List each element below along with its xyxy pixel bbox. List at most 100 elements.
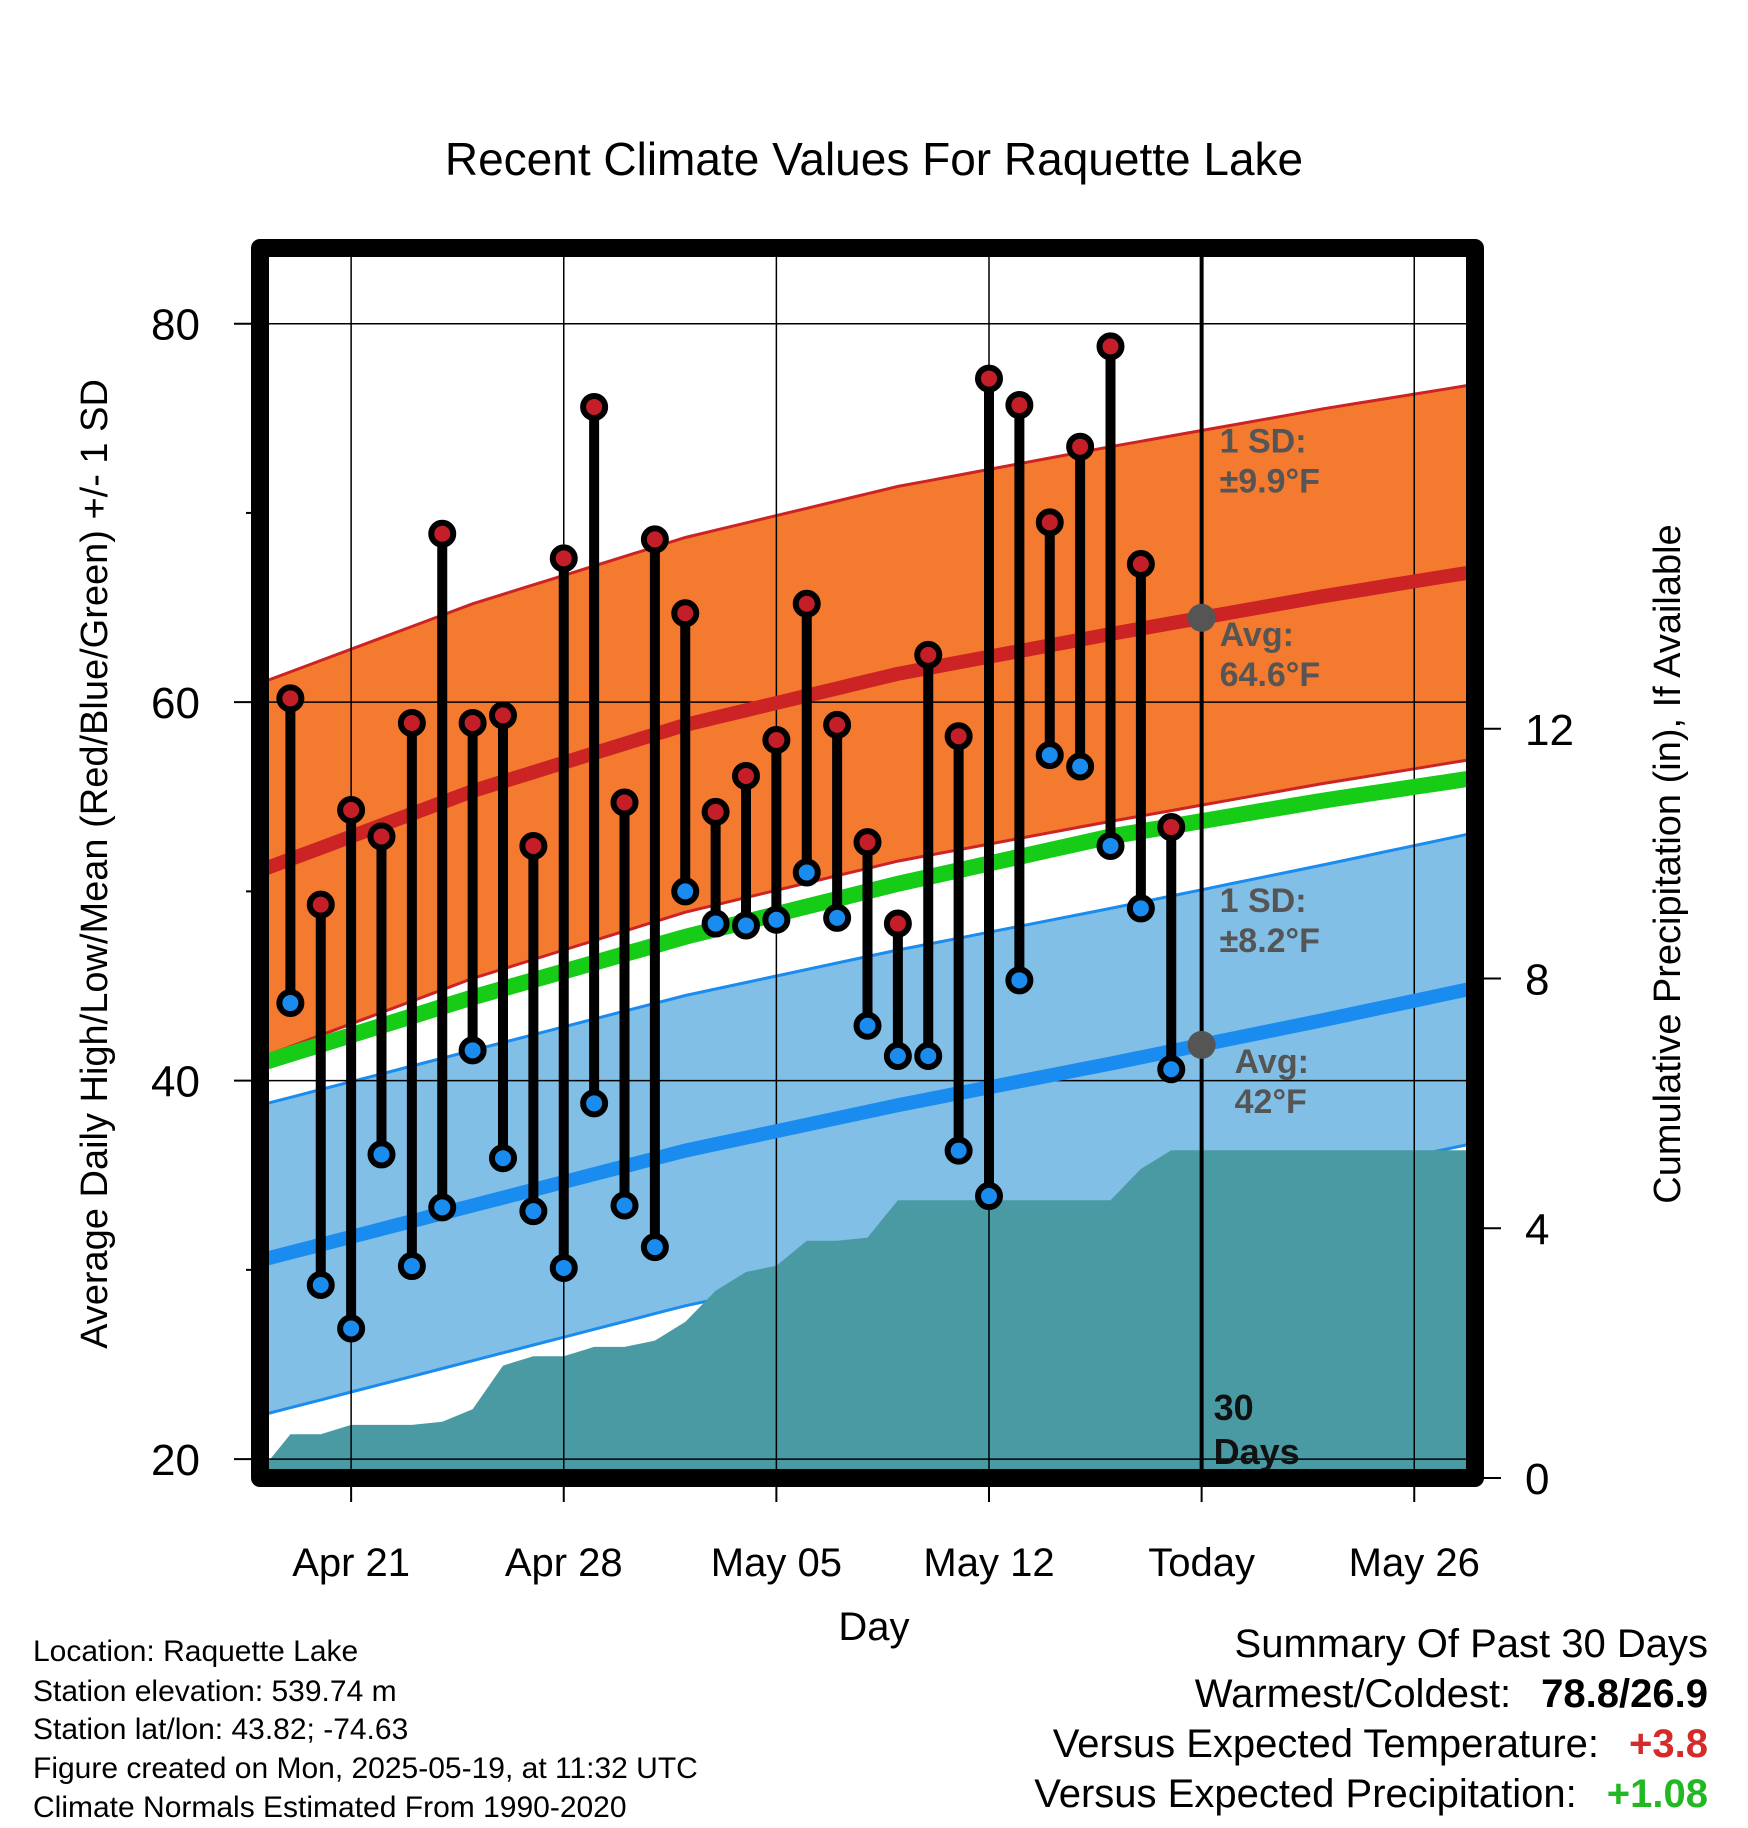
daily-high-point <box>1035 508 1064 537</box>
daily-low-point <box>580 1089 609 1118</box>
x-tick-label: Apr 28 <box>505 1541 623 1585</box>
summary-temp-label: Versus Expected Temperature: <box>1052 1722 1600 1766</box>
daily-high-point <box>610 788 639 817</box>
daily-low-point <box>519 1197 548 1226</box>
info-created: Figure created on Mon, 2025-05-19, at 11… <box>33 1752 698 1785</box>
chart-title: Recent Climate Values For Raquette Lake <box>445 133 1303 185</box>
daily-low-point <box>975 1182 1003 1211</box>
daily-high-point <box>792 589 821 618</box>
daily-high-point <box>337 796 366 825</box>
x-tick-label: Today <box>1148 1541 1255 1585</box>
daily-low-point <box>306 1270 335 1299</box>
today-label-line1: 30 <box>1214 1387 1254 1428</box>
summary-precip-label: Versus Expected Precipitation: <box>1034 1772 1577 1816</box>
daily-low-point <box>276 989 305 1018</box>
today-label-line2: Days <box>1214 1431 1300 1472</box>
daily-high-point <box>306 890 335 919</box>
daily-high-point <box>853 828 882 857</box>
daily-high-point <box>276 684 305 713</box>
summary-temp-value: +3.8 <box>1629 1722 1708 1766</box>
normal-low-line <box>260 981 1475 1268</box>
daily-low-point <box>792 858 821 887</box>
daily-high-point <box>671 599 700 628</box>
daily-high-point <box>883 909 912 938</box>
daily-high-point <box>975 364 1003 393</box>
daily-low-point <box>762 905 791 934</box>
daily-low-point <box>397 1252 426 1281</box>
summary-precip: Versus Expected Precipitation: +1.08 <box>1034 1772 1708 1817</box>
y-tick-label: 40 <box>151 1058 200 1107</box>
x-tick-label: May 26 <box>1349 1541 1480 1585</box>
normal-high-line <box>260 564 1475 878</box>
x-tick-label: Apr 21 <box>292 1541 410 1585</box>
low-avg-label: Avg: <box>1235 1043 1309 1081</box>
daily-high-point <box>428 519 457 548</box>
info-normals: Climate Normals Estimated From 1990-2020 <box>33 1791 627 1824</box>
daily-high-point <box>580 392 609 421</box>
daily-low-point <box>1096 831 1125 860</box>
high-avg-label: Avg: <box>1220 616 1294 654</box>
daily-low-point <box>823 903 852 932</box>
daily-low-point <box>944 1136 973 1165</box>
y2-tick-label: 4 <box>1525 1205 1549 1254</box>
daily-low-point <box>914 1042 943 1071</box>
daily-high-point <box>914 640 943 669</box>
y2-tick-label: 8 <box>1525 956 1549 1005</box>
high-band-upper-edge <box>260 382 1475 685</box>
daily-high-point <box>762 726 791 754</box>
low-sd-value: ±8.2°F <box>1220 922 1320 960</box>
x-axis-label: Day <box>838 1605 909 1649</box>
daily-high-point <box>489 701 517 730</box>
low-avg-value: 42°F <box>1235 1083 1307 1121</box>
info-latlon: Station lat/lon: 43.82; -74.63 <box>33 1713 409 1746</box>
daily-low-point <box>549 1253 578 1282</box>
daily-low-point <box>671 877 700 906</box>
x-tick-label: May 12 <box>923 1541 1054 1585</box>
y2-axis-label: Cumulative Precipitation (in), If Availa… <box>1647 524 1689 1203</box>
daily-low-point <box>458 1036 487 1065</box>
y-axis-label: Average Daily High/Low/Mean (Red/Blue/Gr… <box>74 379 116 1349</box>
daily-low-point <box>489 1144 517 1173</box>
daily-high-point <box>701 797 730 826</box>
daily-high-point <box>640 525 669 554</box>
y-tick-label: 60 <box>151 679 200 728</box>
today-low-avg-marker <box>1187 1030 1216 1059</box>
summary-warm-cold-label: Warmest/Coldest: <box>1194 1672 1512 1716</box>
daily-low-point <box>701 909 730 938</box>
daily-high-point <box>1005 391 1034 420</box>
plot-area <box>260 248 1475 1478</box>
daily-high-point <box>458 708 487 737</box>
summary-precip-value: +1.08 <box>1606 1772 1708 1816</box>
daily-low-point <box>640 1233 669 1262</box>
high-sd-value: ±9.9°F <box>1220 462 1320 500</box>
info-elevation: Station elevation: 539.74 m <box>33 1675 397 1708</box>
daily-low-point <box>428 1193 457 1222</box>
daily-high-point <box>732 761 760 790</box>
x-tick-label: May 05 <box>711 1541 842 1585</box>
daily-low-point <box>1035 741 1064 770</box>
daily-high-point <box>823 710 852 739</box>
y2-tick-label: 0 <box>1525 1455 1549 1504</box>
daily-low-point <box>732 911 760 940</box>
daily-low-point <box>883 1042 912 1071</box>
y-tick-label: 20 <box>151 1436 200 1485</box>
low-sd-label: 1 SD: <box>1220 882 1307 920</box>
daily-high-point <box>397 708 426 737</box>
y2-tick-label: 12 <box>1525 706 1574 755</box>
daily-low-point <box>1066 752 1095 781</box>
today-high-avg-marker <box>1187 603 1216 632</box>
daily-high-point <box>1126 550 1155 579</box>
daily-high-point <box>519 831 548 860</box>
y-tick-label: 80 <box>151 301 200 350</box>
daily-high-point <box>944 722 973 751</box>
info-location: Location: Raquette Lake <box>33 1635 359 1668</box>
daily-high-point <box>1066 432 1095 461</box>
daily-high-point <box>1096 332 1125 361</box>
daily-low-point <box>1005 966 1034 995</box>
summary-warm-cold-value: 78.8/26.9 <box>1541 1672 1708 1716</box>
summary-temp: Versus Expected Temperature: +3.8 <box>1053 1722 1708 1767</box>
daily-low-point <box>367 1140 396 1169</box>
high-avg-value: 64.6°F <box>1220 656 1321 694</box>
plot-frame <box>251 239 1484 1487</box>
